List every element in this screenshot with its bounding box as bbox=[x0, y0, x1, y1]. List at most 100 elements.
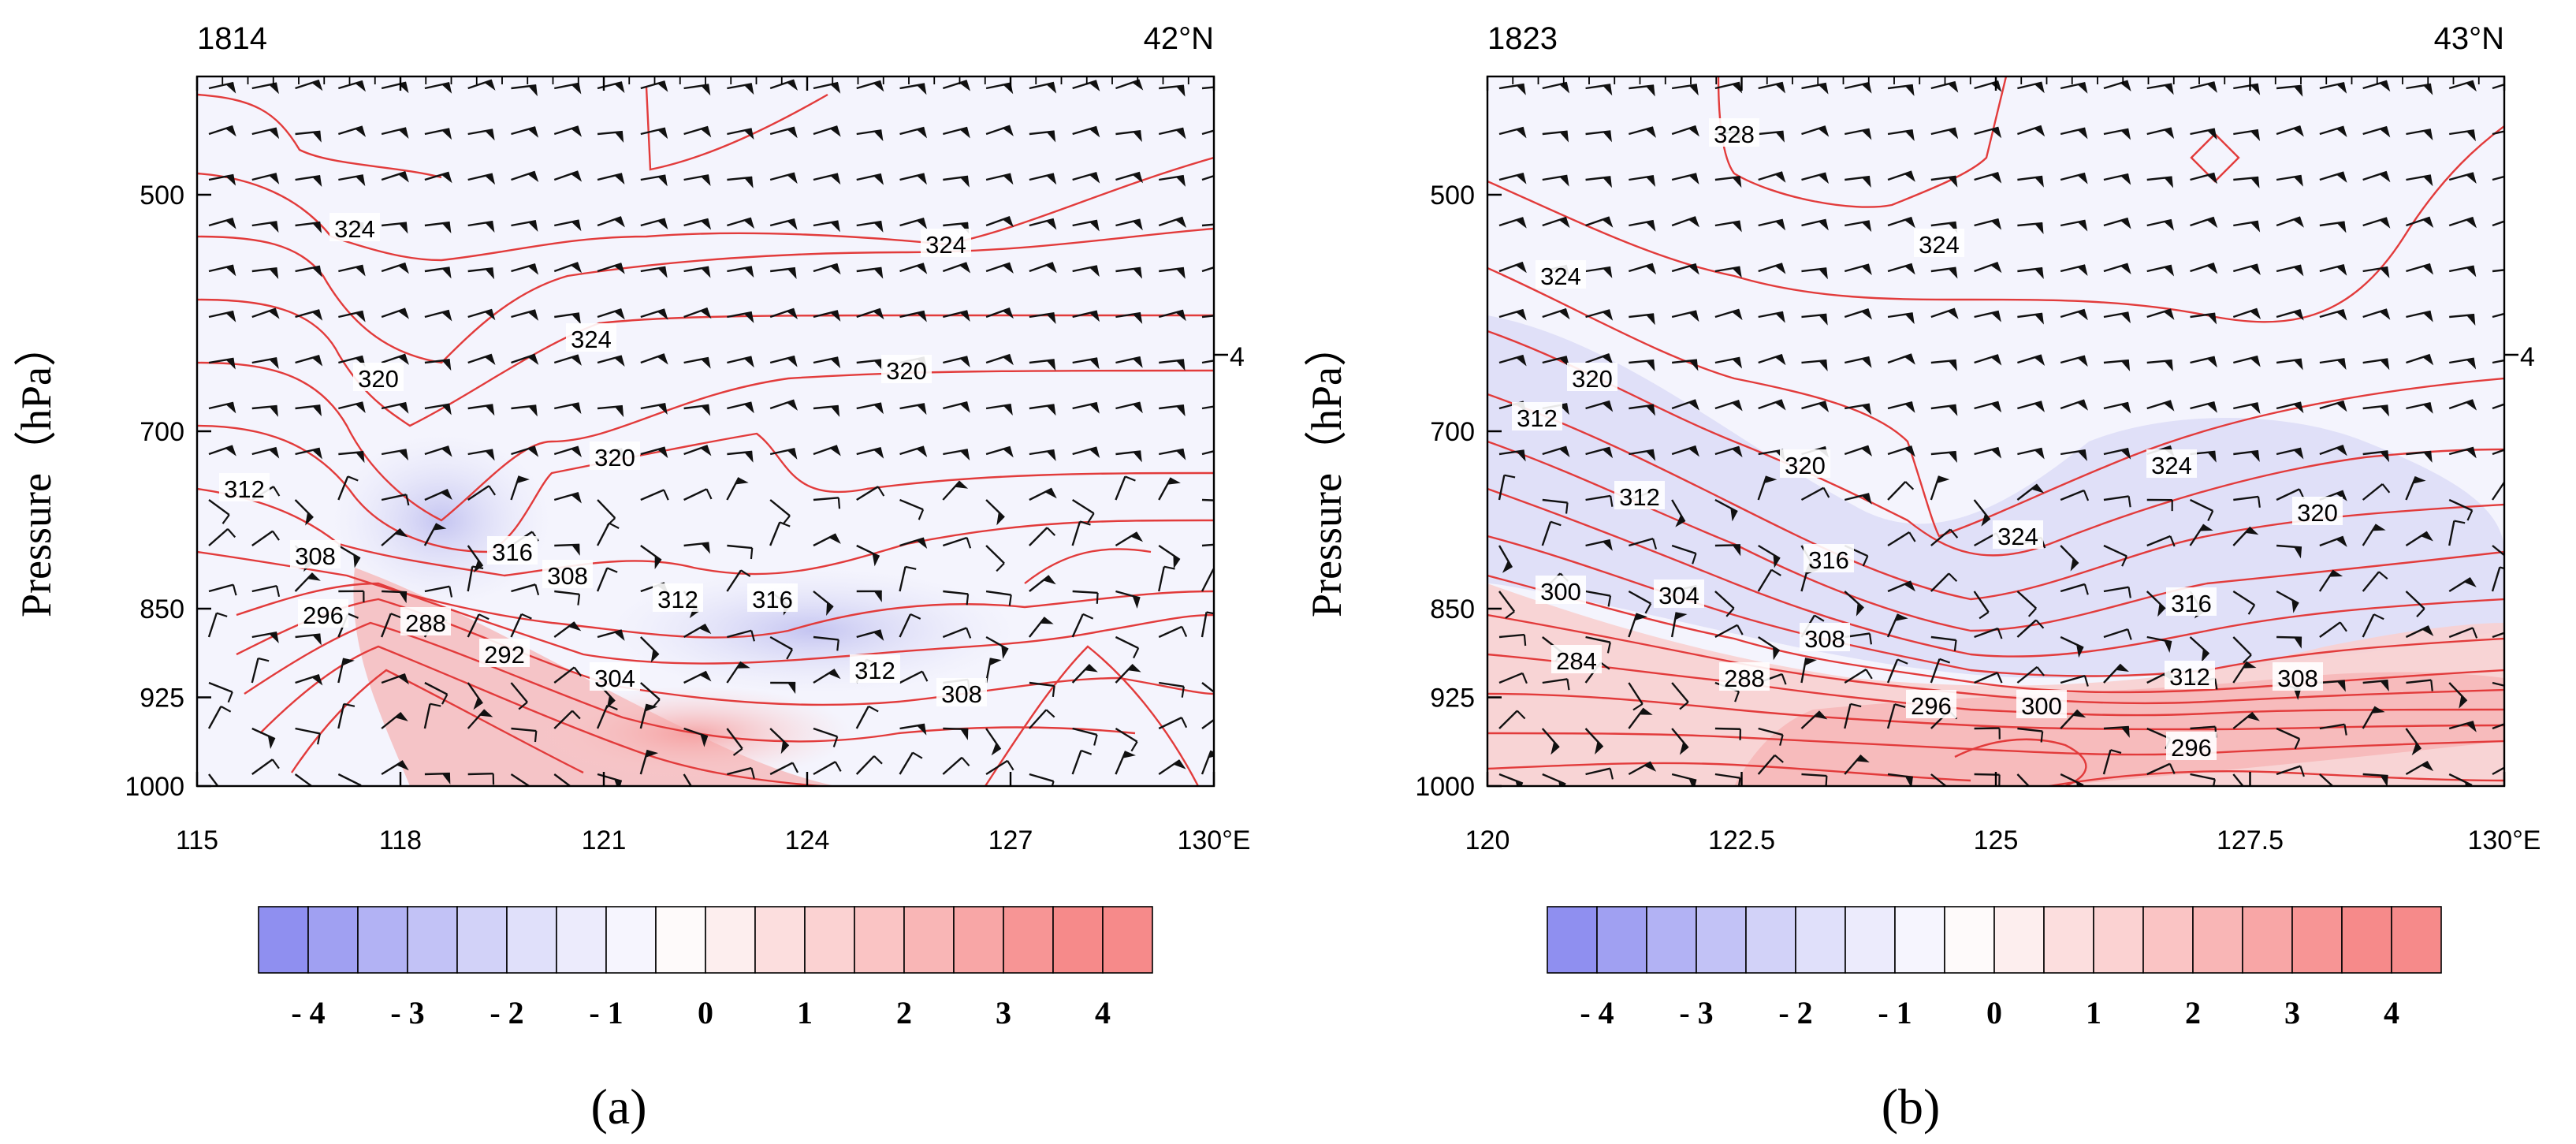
wind-barb bbox=[2233, 176, 2260, 188]
contour-label-box bbox=[2165, 661, 2215, 689]
wind-barb bbox=[597, 404, 624, 418]
wind-barb bbox=[1201, 174, 1214, 181]
wind-barb bbox=[813, 220, 840, 233]
colorbar-swatch bbox=[1052, 906, 1104, 974]
colorbar-swatch bbox=[1696, 906, 1747, 974]
wind-barb bbox=[2103, 544, 2128, 567]
colorbar-swatch bbox=[1646, 906, 1697, 974]
wind-barb bbox=[640, 545, 662, 570]
wind-barb bbox=[1887, 481, 1915, 501]
wind-barb bbox=[899, 498, 925, 520]
wind-barb bbox=[1758, 727, 1784, 746]
wind-barb bbox=[1158, 717, 1188, 730]
colorbar-swatch bbox=[804, 906, 855, 974]
wind-barb bbox=[1974, 354, 2002, 366]
contour-label-box bbox=[2166, 587, 2217, 616]
wind-barb bbox=[1585, 590, 1612, 607]
contour-label: 320 bbox=[1785, 452, 1826, 479]
wind-barb bbox=[1844, 755, 1870, 775]
contour-label: 324 bbox=[1919, 231, 1960, 259]
wind-barb bbox=[2448, 498, 2474, 521]
wind-barb bbox=[251, 584, 281, 598]
panel-b-contour-labels: 328 324 324 320 312 312 320 324 324 320 316 300 304 3… bbox=[1512, 118, 2343, 762]
wind-barb bbox=[2405, 475, 2426, 501]
wind-barb bbox=[2492, 632, 2504, 639]
wind-barb bbox=[2362, 773, 2388, 786]
wind-barb bbox=[899, 565, 917, 592]
wind-barb bbox=[424, 359, 452, 371]
wind-barb bbox=[208, 499, 230, 524]
wind-barb bbox=[769, 218, 798, 230]
wind-barb bbox=[985, 353, 1014, 366]
wind-barb bbox=[2319, 263, 2347, 276]
contour-label-box bbox=[290, 540, 341, 568]
wind-barb bbox=[510, 613, 532, 638]
wind-barb bbox=[1628, 682, 1644, 711]
wind-barb bbox=[1801, 125, 1830, 137]
wind-barb bbox=[1758, 635, 1781, 661]
wind-barb bbox=[381, 613, 402, 638]
wind-barb bbox=[1671, 125, 1699, 137]
contour-label: 308 bbox=[295, 542, 336, 570]
wind-barb bbox=[381, 673, 409, 685]
wind-barb bbox=[2448, 80, 2477, 92]
wind-barb bbox=[727, 544, 754, 560]
wind-barb bbox=[727, 450, 754, 463]
wind-barb bbox=[1498, 633, 1527, 647]
wind-barb bbox=[251, 758, 280, 775]
wind-barb bbox=[424, 585, 453, 598]
wind-barb bbox=[813, 263, 841, 275]
contour-label: 320 bbox=[2297, 499, 2338, 527]
wind-barb bbox=[727, 311, 754, 323]
colorbar-swatch bbox=[953, 906, 1004, 974]
contour-label-box bbox=[400, 607, 451, 635]
wind-barb bbox=[251, 307, 280, 319]
wind-barb bbox=[2362, 613, 2384, 638]
wind-barb bbox=[1758, 544, 1781, 568]
wind-barb bbox=[2017, 222, 2044, 235]
contour-label-box bbox=[1536, 576, 1586, 604]
wind-barb bbox=[640, 266, 668, 278]
wind-barb bbox=[2448, 682, 2468, 709]
wind-barb bbox=[1801, 313, 1828, 326]
colorbar-swatch bbox=[2391, 906, 2442, 974]
wind-barb bbox=[1159, 681, 1185, 698]
colorbar-label: - 3 bbox=[390, 995, 424, 1030]
wind-barb bbox=[2103, 495, 2131, 508]
wind-barb bbox=[1072, 446, 1100, 458]
x-tick-label: 125 bbox=[1974, 825, 2019, 855]
wind-barb bbox=[1930, 528, 1959, 546]
wind-barb bbox=[2190, 128, 2217, 140]
wind-barb bbox=[2492, 83, 2504, 90]
wind-barb bbox=[1071, 520, 1091, 546]
panel-a-negative-region-2 bbox=[607, 568, 1017, 694]
contour-label: 312 bbox=[657, 586, 698, 613]
contour-label-box bbox=[881, 355, 932, 383]
wind-barb bbox=[208, 218, 236, 229]
wind-barb bbox=[1887, 312, 1915, 325]
wind-barb bbox=[1672, 359, 1699, 371]
contour-label-box bbox=[2273, 662, 2323, 691]
wind-barb bbox=[424, 128, 452, 140]
wind-barb bbox=[1758, 218, 1786, 231]
wind-barb bbox=[640, 446, 668, 459]
wind-barb bbox=[338, 401, 366, 413]
wind-barb bbox=[424, 772, 451, 785]
wind-barb bbox=[2017, 727, 2044, 743]
wind-barb bbox=[855, 755, 883, 775]
wind-barb bbox=[597, 81, 625, 93]
wind-barb bbox=[2362, 358, 2390, 371]
wind-barb bbox=[1844, 81, 1872, 94]
wind-barb bbox=[1887, 84, 1915, 96]
contour-label: 324 bbox=[1997, 523, 2038, 550]
wind-barb bbox=[1201, 315, 1214, 319]
wind-barb bbox=[2491, 566, 2504, 592]
wind-barb bbox=[1201, 498, 1214, 501]
colorbar-swatch bbox=[1845, 906, 1896, 974]
wind-barb bbox=[553, 491, 582, 504]
wind-barb bbox=[424, 681, 449, 705]
wind-barb bbox=[2017, 125, 2046, 137]
wind-barb bbox=[770, 681, 796, 695]
wind-barb bbox=[511, 353, 539, 365]
wind-barb bbox=[2276, 216, 2304, 228]
